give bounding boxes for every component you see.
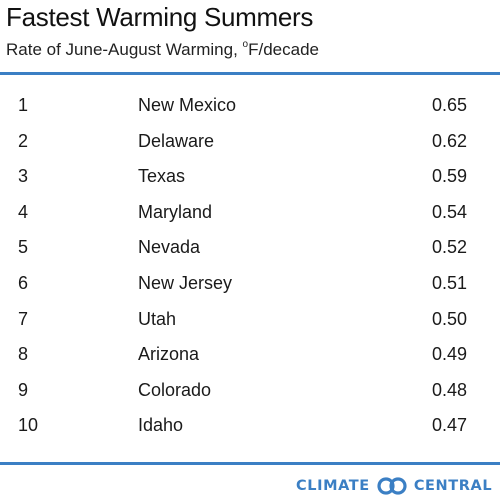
value-cell: 0.52 — [431, 237, 467, 258]
ranking-table: 1 New Mexico 0.65 2 Delaware 0.62 3 Texas 0.59 4 M… — [0, 90, 500, 446]
rank-cell: 4 — [18, 201, 29, 222]
table-row: 5 Nevada 0.52 — [0, 232, 500, 268]
state-cell: Nevada — [138, 237, 201, 258]
state-cell: Idaho — [138, 415, 184, 436]
state-cell: Delaware — [138, 130, 215, 151]
subtitle-suffix: F/decade — [248, 40, 319, 59]
state-cell: Arizona — [138, 344, 200, 365]
table-row: 8 Arizona 0.49 — [0, 339, 500, 375]
rank-cell: 7 — [18, 308, 29, 329]
rank-cell: 1 — [18, 95, 29, 115]
subtitle-prefix: Rate of June-August Warming, — [6, 40, 243, 59]
state-cell: New Jersey — [138, 272, 233, 293]
rank-cell: 8 — [18, 344, 29, 365]
value-cell: 0.47 — [431, 415, 467, 436]
top-divider — [0, 72, 500, 75]
chart-subtitle: Rate of June-August Warming, oF/decade — [6, 39, 319, 60]
value-cell: 0.48 — [431, 379, 467, 400]
climate-central-logo-icon — [377, 477, 407, 495]
rank-cell: 9 — [18, 379, 29, 400]
rank-cell: 5 — [18, 237, 29, 258]
table-row: 9 Colorado 0.48 — [0, 375, 500, 411]
state-cell: Maryland — [138, 201, 213, 222]
table-row: 3 Texas 0.59 — [0, 161, 500, 197]
value-cell: 0.65 — [431, 95, 467, 115]
table-row: 2 Delaware 0.62 — [0, 126, 500, 162]
table-row: 6 New Jersey 0.51 — [0, 268, 500, 304]
subtitle-degree: o — [242, 39, 249, 50]
value-cell: 0.49 — [431, 344, 467, 365]
state-cell: New Mexico — [138, 95, 237, 115]
brand-left-word: CLIMATE — [296, 478, 370, 494]
table-row: 7 Utah 0.50 — [0, 304, 500, 340]
climate-central-logo: CLIMATE CENTRAL — [296, 476, 492, 496]
value-cell: 0.54 — [431, 201, 467, 222]
value-cell: 0.62 — [431, 130, 467, 151]
state-cell: Colorado — [138, 379, 212, 400]
bottom-divider — [0, 462, 500, 465]
rank-cell: 6 — [18, 272, 29, 293]
table-row: 4 Maryland 0.54 — [0, 197, 500, 233]
value-cell: 0.50 — [431, 308, 467, 329]
state-cell: Utah — [138, 308, 177, 329]
table-row: 10 Idaho 0.47 — [0, 410, 500, 446]
chart-title: Fastest Warming Summers — [6, 2, 314, 32]
brand-right-word: CENTRAL — [413, 478, 493, 494]
rank-cell: 2 — [18, 130, 29, 151]
table-row: 1 New Mexico 0.65 — [0, 90, 500, 126]
state-cell: Texas — [138, 166, 186, 187]
rank-cell: 3 — [18, 166, 29, 187]
value-cell: 0.51 — [431, 272, 467, 293]
rank-cell: 10 — [18, 415, 39, 436]
value-cell: 0.59 — [431, 166, 467, 187]
